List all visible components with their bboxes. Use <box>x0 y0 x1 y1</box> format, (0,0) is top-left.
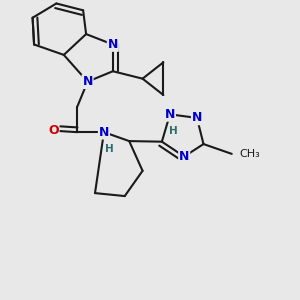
Text: N: N <box>99 126 109 139</box>
Text: N: N <box>179 150 189 163</box>
Text: N: N <box>82 75 93 88</box>
Text: N: N <box>165 108 175 121</box>
Text: O: O <box>48 124 59 137</box>
Text: N: N <box>108 38 118 51</box>
Text: CH₃: CH₃ <box>239 149 260 159</box>
Text: H: H <box>106 143 114 154</box>
Text: N: N <box>192 111 202 124</box>
Text: H: H <box>169 126 177 136</box>
